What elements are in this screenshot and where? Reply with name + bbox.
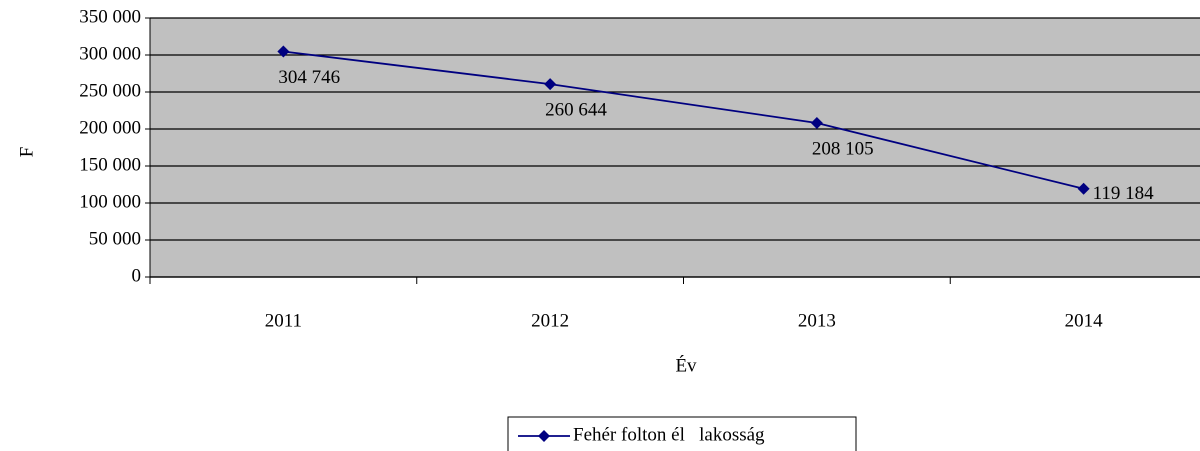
x-tick-label: 2011 <box>265 310 302 331</box>
data-label: 208 105 <box>812 138 874 159</box>
y-tick-label: 0 <box>132 265 142 286</box>
legend-label: Fehér folton él lakosság <box>573 424 765 445</box>
y-axis-label: F <box>16 147 37 158</box>
plot-area <box>149 17 1200 278</box>
y-tick-label: 150 000 <box>79 154 141 175</box>
x-tick-label: 2012 <box>531 310 569 331</box>
data-label: 119 184 <box>1093 183 1155 204</box>
marker <box>1077 182 1090 195</box>
x-tick-label: 2014 <box>1065 310 1104 331</box>
y-tick-label: 50 000 <box>89 228 141 249</box>
x-axis-label: Év <box>675 354 697 376</box>
y-tick-label: 250 000 <box>79 80 141 101</box>
marker <box>810 117 823 130</box>
data-label: 304 746 <box>278 67 340 88</box>
y-tick-label: 350 000 <box>79 6 141 27</box>
legend-marker <box>538 430 550 442</box>
y-tick-label: 100 000 <box>79 191 141 212</box>
legend <box>507 416 857 451</box>
marker <box>544 78 557 91</box>
series-line <box>283 50 1084 190</box>
x-tick-label: 2013 <box>798 310 836 331</box>
y-tick-label: 300 000 <box>79 43 141 64</box>
y-tick-label: 200 000 <box>79 117 141 138</box>
data-label: 260 644 <box>545 99 607 120</box>
marker <box>277 45 290 58</box>
